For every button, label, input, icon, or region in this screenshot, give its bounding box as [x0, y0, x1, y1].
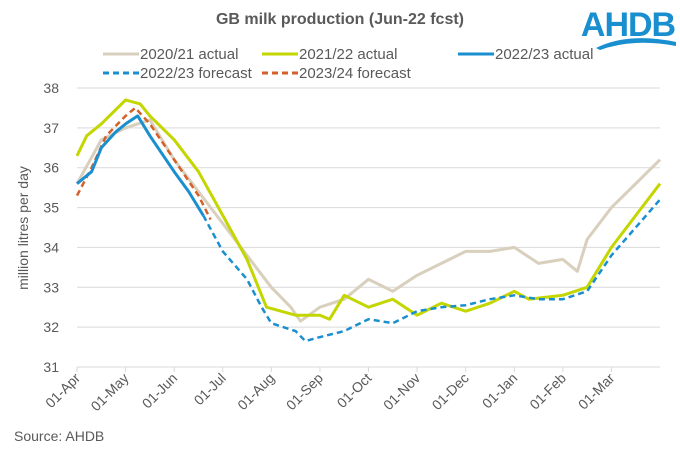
legend-label: 2022/23 forecast — [140, 65, 253, 82]
series-line-2021-22-actual — [75, 98, 662, 321]
x-tick-label: 01-Oct — [334, 370, 375, 411]
logo-wave-icon — [596, 38, 676, 50]
x-tick-label: 01-Jan — [479, 370, 521, 412]
ahdb-logo: AHDB — [578, 2, 678, 57]
y-tick-label: 33 — [43, 279, 59, 295]
x-tick-label: 01-Apr — [42, 370, 83, 411]
x-tick-label: 01-Nov — [380, 370, 423, 413]
x-tick-label: 01-Aug — [234, 370, 277, 413]
legend-label: 2022/23 actual — [495, 46, 593, 63]
series-line-2022-23-forecast — [202, 198, 661, 343]
y-tick-label: 35 — [43, 200, 59, 216]
source-note: Source: AHDB — [14, 428, 105, 444]
y-tick-label: 36 — [43, 160, 59, 176]
y-tick-label: 38 — [43, 80, 59, 96]
y-tick-label: 34 — [43, 239, 59, 255]
y-tick-label: 31 — [43, 359, 59, 375]
legend: 2020/21 actual 2021/22 actual 2022/23 actu… — [103, 46, 593, 82]
x-tick-label: 01-Mar — [575, 370, 618, 413]
legend-label: 2023/24 forecast — [299, 65, 412, 82]
logo-text: AHDB — [581, 6, 676, 44]
y-axis-label: million litres per day — [15, 166, 31, 290]
y-axis-ticks: 31 32 33 34 35 36 37 38 — [43, 80, 59, 375]
series-lines — [75, 98, 662, 343]
x-tick-label: 01-Feb — [526, 370, 569, 413]
gridlines — [76, 87, 660, 372]
series-line-2022-23-actual — [76, 114, 205, 217]
legend-label: 2021/22 actual — [299, 46, 397, 63]
x-tick-label: 01-May — [87, 370, 131, 414]
x-axis-ticks: 01-Apr 01-May 01-Jun 01-Jul 01-Aug 01-Sep 01-O… — [42, 370, 618, 415]
y-tick-label: 37 — [43, 120, 59, 136]
x-tick-label: 01-Jun — [139, 370, 181, 412]
chart-title: GB milk production (Jun-22 fcst) — [216, 11, 464, 28]
legend-label: 2020/21 actual — [140, 46, 238, 63]
x-tick-label: 01-Sep — [283, 370, 326, 413]
x-tick-label: 01-Dec — [429, 370, 472, 413]
x-tick-label: 01-Jul — [191, 370, 229, 408]
y-tick-label: 32 — [43, 319, 59, 335]
